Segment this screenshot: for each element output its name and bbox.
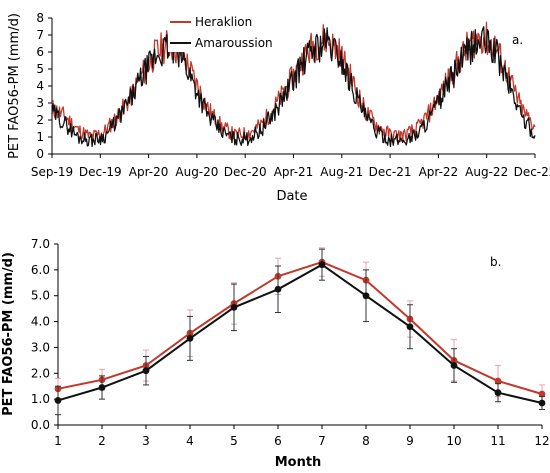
panel-b-point-amaroussion [230,303,238,311]
panel-b-point-amaroussion [186,334,194,342]
panel-b-x-tick-label: 9 [406,434,414,448]
legend-background [168,14,288,52]
panel-b-x-tick-label: 3 [142,434,150,448]
panel-b-point-heraklion [494,377,502,385]
panel-b-x-tick-label: 6 [274,434,282,448]
panel-b-point-amaroussion [142,367,150,375]
panel-a-y-axis-label: PET FAO56-PM (mm/d) [7,13,22,159]
panel-b-point-amaroussion [318,261,326,269]
panel-b-label: b. [490,255,501,269]
panel-b-point-heraklion [538,390,546,398]
panel-a-x-tick-label: Dec-22 [514,165,550,179]
panel-b-point-amaroussion [406,323,414,331]
panel-a-x-ticks: Sep-19 Dec-19 Apr-20 Aug-20 Dec-20 Apr-21 Aug-… [31,154,550,179]
panel-a-y-tick-label: 3 [36,96,44,110]
panel-a-x-tick-label: Aug-22 [465,165,508,179]
panel-b-x-tick-label: 2 [98,434,106,448]
panel-b-y-tick-label: 0.0 [31,418,50,432]
panel-b-monthly-chart: 0.01.02.03.04.05.06.07.0 1 2 3 4 5 6 7 8 9 10 11 12… [1,237,550,470]
panel-b-point-amaroussion [450,362,458,369]
panel-b-x-tick-label: 8 [362,434,370,448]
panel-b-point-amaroussion [98,384,106,391]
panel-b-x-ticks: 1 2 3 4 5 6 7 8 9 10 11 12 [54,425,550,448]
panel-b-point-amaroussion [54,397,62,404]
panel-b-y-axis-label: PET FAO56-PM (mm/d) [1,252,16,416]
panel-a-y-tick-label: 6 [36,45,44,59]
panel-a-x-tick-label: Dec-21 [369,165,412,179]
panel-b-y-tick-label: 5.0 [31,289,50,303]
panel-a-y-ticks: 0 1 2 3 4 5 6 7 8 [36,11,52,161]
panel-b-y-ticks: 0.0 1.0 2.0 3.0 4.0 5.0 6.0 7.0 [31,237,58,432]
panel-a-y-tick-label: 0 [36,147,44,161]
panel-a-series-line-amaroussion [51,26,536,148]
panel-a-x-axis-label: Date [276,189,307,204]
panel-b-series-line-heraklion [57,261,543,395]
panel-b-x-tick-label: 10 [446,434,461,448]
panel-b-y-tick-label: 3.0 [31,340,50,354]
panel-b-x-tick-label: 7 [318,434,326,448]
panel-b-series [54,247,546,416]
panel-b-x-tick-label: 12 [534,434,549,448]
panel-a-y-tick-label: 4 [36,79,44,93]
panel-b-point-amaroussion [274,285,282,293]
panel-b-x-axis-label: Month [275,455,322,470]
panel-b-y-tick-label: 7.0 [31,237,50,251]
panel-b-x-tick-label: 5 [230,434,238,448]
panel-a-x-tick-label: Aug-21 [320,165,363,179]
panel-b-series-line-amaroussion [57,263,543,404]
panel-a-legend: Heraklion Amaroussion [168,14,288,52]
panel-b-y-tick-label: 4.0 [31,315,50,329]
panel-a-y-tick-label: 8 [36,11,44,25]
panel-b-x-tick-label: 4 [186,434,194,448]
panel-b-y-tick-label: 1.0 [31,392,50,406]
panel-b-y-tick-label: 2.0 [31,366,50,380]
panel-b-x-tick-label: 1 [54,434,62,448]
panel-a-x-tick-label: Apr-20 [129,165,169,179]
legend-label-amaroussion: Amaroussion [195,36,273,50]
panel-a-x-tick-label: Apr-21 [274,165,314,179]
panel-b-x-tick-label: 11 [490,434,505,448]
panel-a-x-tick-label: Apr-22 [419,165,459,179]
panel-a-x-tick-label: Sep-19 [31,165,73,179]
panel-b-y-tick-label: 6.0 [31,263,50,277]
panel-a-series [51,21,536,148]
panel-a-y-tick-label: 5 [36,62,44,76]
panel-a-x-tick-label: Aug-20 [175,165,218,179]
legend-label-heraklion: Heraklion [195,15,252,29]
panel-a-x-tick-label: Dec-20 [224,165,267,179]
panel-a-y-tick-label: 1 [36,130,44,144]
panel-a-label: a. [512,33,523,47]
panel-a-x-tick-label: Dec-19 [79,165,122,179]
panel-b-point-amaroussion [494,389,502,397]
panel-a-timeseries-chart: 0 1 2 3 4 5 6 7 8 Sep-19 Dec-19 Apr-20 Aug-20 Dec-20… [7,11,550,204]
panel-b-point-amaroussion [538,399,546,407]
panel-b-point-amaroussion [362,292,370,300]
panel-a-y-tick-label: 7 [36,28,44,42]
panel-a-y-tick-label: 2 [36,113,44,127]
